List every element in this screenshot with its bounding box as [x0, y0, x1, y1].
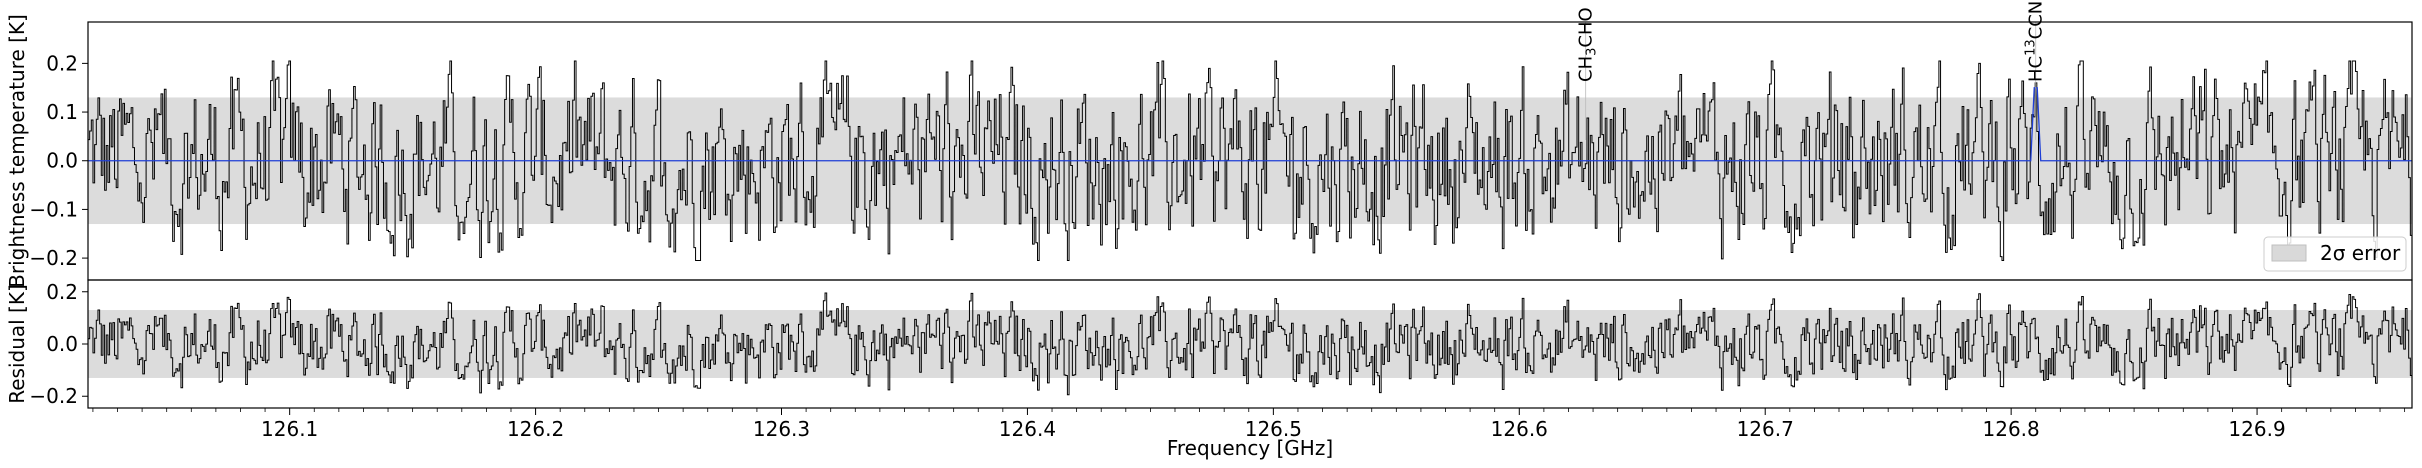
top-ytick-label-4: 0.2: [46, 51, 78, 75]
xtick-label-5: 126.6: [1491, 417, 1548, 441]
spectrum-panel: CH3CHO HC13CCN −0.2 −0.1 0.0 0.1 0.2 2σ error: [29, 1, 2413, 281]
y-axis-label-top: Brightness temperature [K]: [5, 14, 29, 288]
top-ytick-label-1: −0.1: [29, 197, 78, 221]
xtick-label-7: 126.8: [1983, 417, 2040, 441]
x-axis-label: Frequency [GHz]: [1167, 436, 1333, 460]
legend: 2σ error: [2263, 236, 2407, 272]
xtick-label-2: 126.3: [753, 417, 810, 441]
bottom-ytick-label-0: −0.2: [29, 384, 78, 408]
xtick-label-4: 126.5: [1245, 417, 1302, 441]
bottom-ytick-label-1: 0.0: [46, 332, 78, 356]
residual-line: [88, 292, 2412, 396]
xtick-label-8: 126.9: [2228, 417, 2285, 441]
residual-panel: −0.2 0.0 0.2 126.1 126.2 126.3 126.4 126.5 126.6…: [29, 279, 2413, 441]
molecule-label-1: HC13CCN: [2024, 1, 2047, 82]
xtick-label-0: 126.1: [261, 417, 318, 441]
xtick-label-3: 126.4: [999, 417, 1056, 441]
y-axis-label-bottom: Residual [K]: [5, 284, 29, 404]
xtick-label-1: 126.2: [507, 417, 564, 441]
legend-swatch: [2271, 244, 2307, 262]
molecule-label-0: CH3CHO: [1576, 7, 1600, 82]
observed-spectrum-line: [88, 60, 2412, 262]
xtick-label-6: 126.7: [1737, 417, 1794, 441]
top-ytick-label-3: 0.1: [46, 100, 78, 124]
bottom-ytick-label-2: 0.2: [46, 280, 78, 304]
top-ytick-label-0: −0.2: [29, 246, 78, 270]
legend-label: 2σ error: [2320, 241, 2401, 265]
top-ytick-label-2: 0.0: [46, 149, 78, 173]
